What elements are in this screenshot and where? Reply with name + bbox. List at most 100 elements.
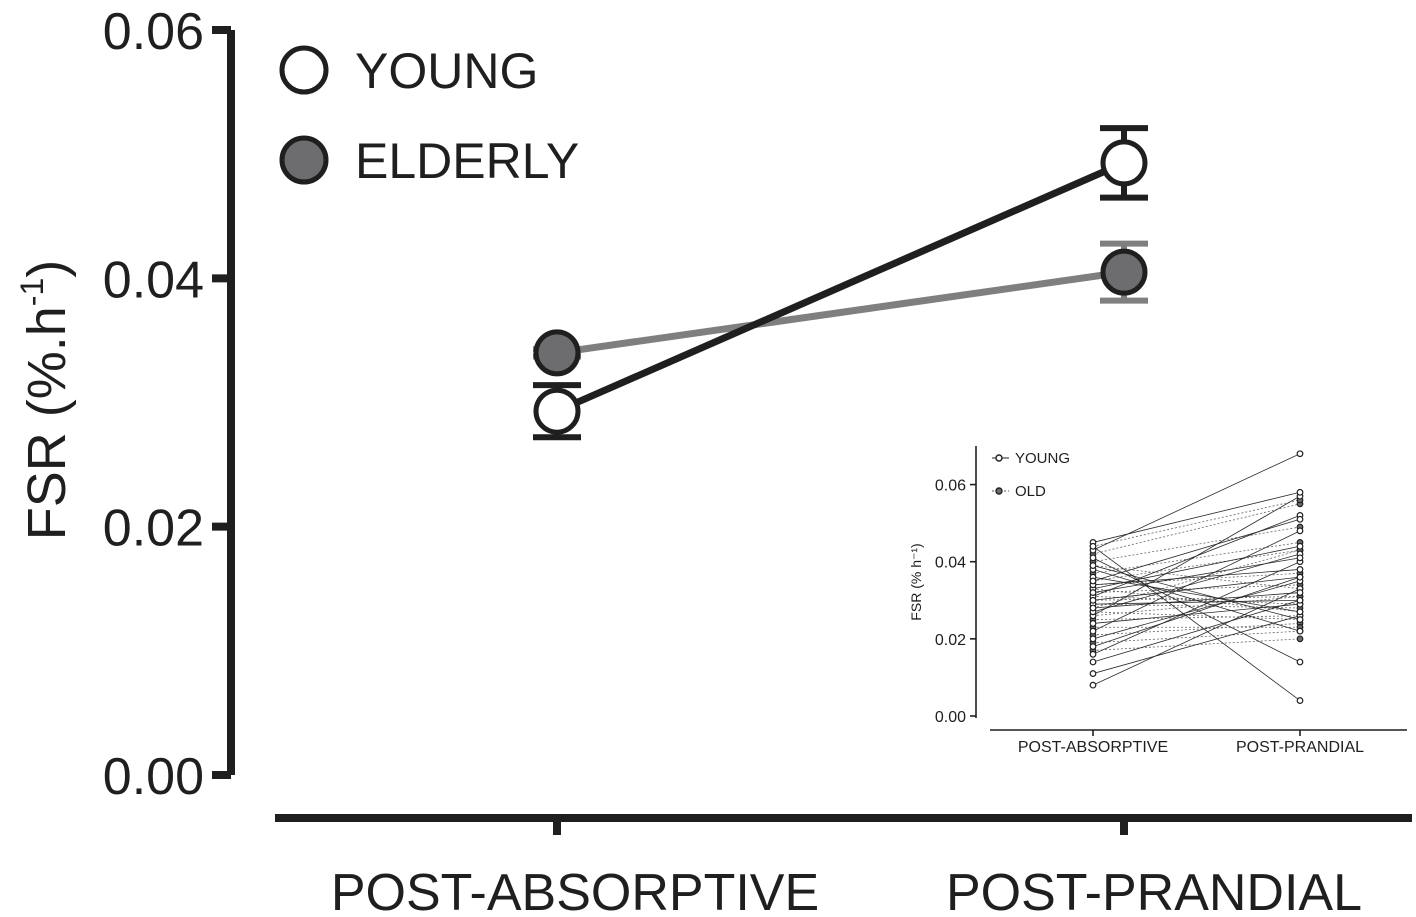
inset-young-point — [1089, 620, 1097, 627]
main-x-tick-label: POST-PRANDIAL — [946, 864, 1362, 917]
inset-old-subject-line — [1092, 499, 1301, 547]
inset-young-point — [1296, 450, 1304, 458]
inset-young-point — [1089, 542, 1097, 550]
legend-young-marker — [279, 45, 329, 95]
inset-young-point — [1296, 488, 1304, 496]
main-y-tick-label: 0.04 — [103, 251, 204, 309]
inset-young-point — [1089, 658, 1097, 666]
inset-lines-layer — [1092, 453, 1301, 701]
inset-old-subject-line — [1092, 596, 1301, 617]
main-y-tick-label: 0.02 — [103, 500, 204, 558]
inset-young-point — [1296, 589, 1304, 596]
legend-elderly-label: ELDERLY — [355, 133, 579, 189]
inset-young-point — [1296, 596, 1304, 604]
inset-young-subject-line — [1092, 557, 1301, 663]
inset-young-subject-line — [1092, 545, 1301, 590]
inset-old-subject-line — [1092, 526, 1301, 563]
inset-legend-old-label: OLD — [1015, 483, 1046, 500]
inset-young-subject-line — [1092, 565, 1301, 620]
inset-young-subject-line — [1092, 588, 1301, 686]
inset-y-tick-label: 0.04 — [935, 555, 966, 572]
inset-young-subject-line — [1092, 491, 1301, 543]
inset-young-point — [1089, 596, 1097, 604]
inset-young-point — [1089, 670, 1097, 677]
main-x-ticks: POST-ABSORPTIVE POST-PRANDIAL — [331, 818, 1362, 917]
inset-old-subject-line — [1092, 549, 1301, 582]
inset-young-point — [1296, 616, 1304, 623]
young-data-point — [533, 387, 581, 435]
inset-old-subject-line — [1092, 611, 1301, 620]
inset-young-subject-line — [1092, 518, 1301, 582]
inset-young-point — [1296, 542, 1304, 550]
inset-young-point — [1296, 554, 1304, 562]
inset-young-point — [1089, 554, 1097, 562]
inset-young-point — [1089, 577, 1097, 585]
inset-young-subject-line — [1092, 515, 1301, 597]
inset-x-tick-label: POST-ABSORPTIVE — [1018, 739, 1168, 756]
inset-young-point — [1296, 515, 1304, 523]
inset-old-subject-line — [1092, 638, 1301, 651]
main-y-axis-label: FSR (%.h-1) — [14, 260, 77, 540]
inset-legend-old-marker — [995, 487, 1003, 495]
inset-young-subject-line — [1092, 576, 1301, 613]
inset-young-point — [1296, 527, 1304, 535]
main-y-axis-label-close: ) — [17, 260, 77, 278]
inset-young-subject-line — [1092, 603, 1301, 624]
inset-x-ticks: POST-ABSORPTIVE POST-PRANDIAL — [1018, 730, 1364, 756]
inset-young-point — [1089, 681, 1097, 689]
inset-young-subject-line — [1092, 599, 1301, 605]
inset-young-subject-line — [1092, 453, 1301, 551]
inset-old-subject-line — [1092, 615, 1301, 620]
inset-young-subject-line — [1092, 557, 1301, 593]
young-series-line — [555, 159, 1126, 415]
inset-old-point — [1296, 635, 1304, 643]
inset-points-layer — [1089, 450, 1304, 704]
inset-y-tick-label: 0.06 — [935, 478, 966, 495]
inset-young-subject-line — [1092, 530, 1301, 632]
young-data-point — [1100, 139, 1148, 187]
inset-young-point — [1089, 643, 1097, 650]
main-axes — [227, 30, 1412, 822]
inset-legend: YOUNG OLD — [992, 450, 1070, 500]
inset-young-point — [1296, 627, 1304, 635]
main-series-layer — [533, 125, 1148, 441]
inset-young-point — [1296, 658, 1304, 666]
inset-young-subject-line — [1092, 592, 1301, 609]
inset-young-point — [1089, 604, 1097, 612]
inset-old-subject-line — [1092, 584, 1301, 593]
inset-old-subject-line — [1092, 503, 1301, 555]
inset-x-tick-label: POST-PRANDIAL — [1236, 739, 1364, 756]
main-y-tick-label: 0.00 — [103, 748, 204, 806]
inset-legend-young-label: YOUNG — [1015, 450, 1070, 467]
inset-old-subject-line — [1092, 596, 1301, 605]
inset-young-point — [1089, 635, 1097, 643]
inset-chart: 0.00 0.02 0.04 0.06 POST-ABSORPTIVE POST-PRA… — [908, 446, 1407, 756]
inset-young-point — [1296, 566, 1304, 573]
inset-old-subject-line — [1092, 572, 1301, 586]
inset-y-tick-label: 0.00 — [935, 709, 966, 726]
inset-young-point — [1089, 627, 1097, 635]
legend-elderly-marker — [279, 135, 329, 185]
elderly-data-point — [1100, 248, 1148, 296]
inset-young-point — [1089, 650, 1097, 658]
inset-young-subject-line — [1092, 545, 1301, 701]
inset-y-axis-label: FSR (% h⁻¹) — [908, 543, 924, 620]
inset-old-subject-line — [1092, 596, 1301, 601]
inset-young-point — [1089, 589, 1097, 596]
inset-young-subject-line — [1092, 576, 1301, 601]
inset-young-subject-line — [1092, 615, 1301, 674]
inset-young-subject-line — [1092, 561, 1301, 655]
inset-young-point — [1296, 573, 1304, 581]
legend-young-label: YOUNG — [355, 43, 538, 99]
main-y-tick-label: 0.06 — [103, 3, 204, 61]
inset-young-subject-line — [1092, 569, 1301, 586]
inset-y-tick-label: 0.02 — [935, 632, 966, 649]
elderly-data-point — [533, 329, 581, 377]
inset-old-subject-line — [1092, 630, 1301, 644]
main-y-axis-label-text: FSR (%.h — [17, 306, 77, 540]
main-y-axis-label-superscript: -1 — [14, 278, 50, 306]
inset-y-ticks: 0.00 0.02 0.04 0.06 — [935, 478, 976, 726]
inset-young-point — [1089, 562, 1097, 569]
main-y-ticks: 0.00 0.02 0.04 0.06 — [103, 3, 231, 806]
